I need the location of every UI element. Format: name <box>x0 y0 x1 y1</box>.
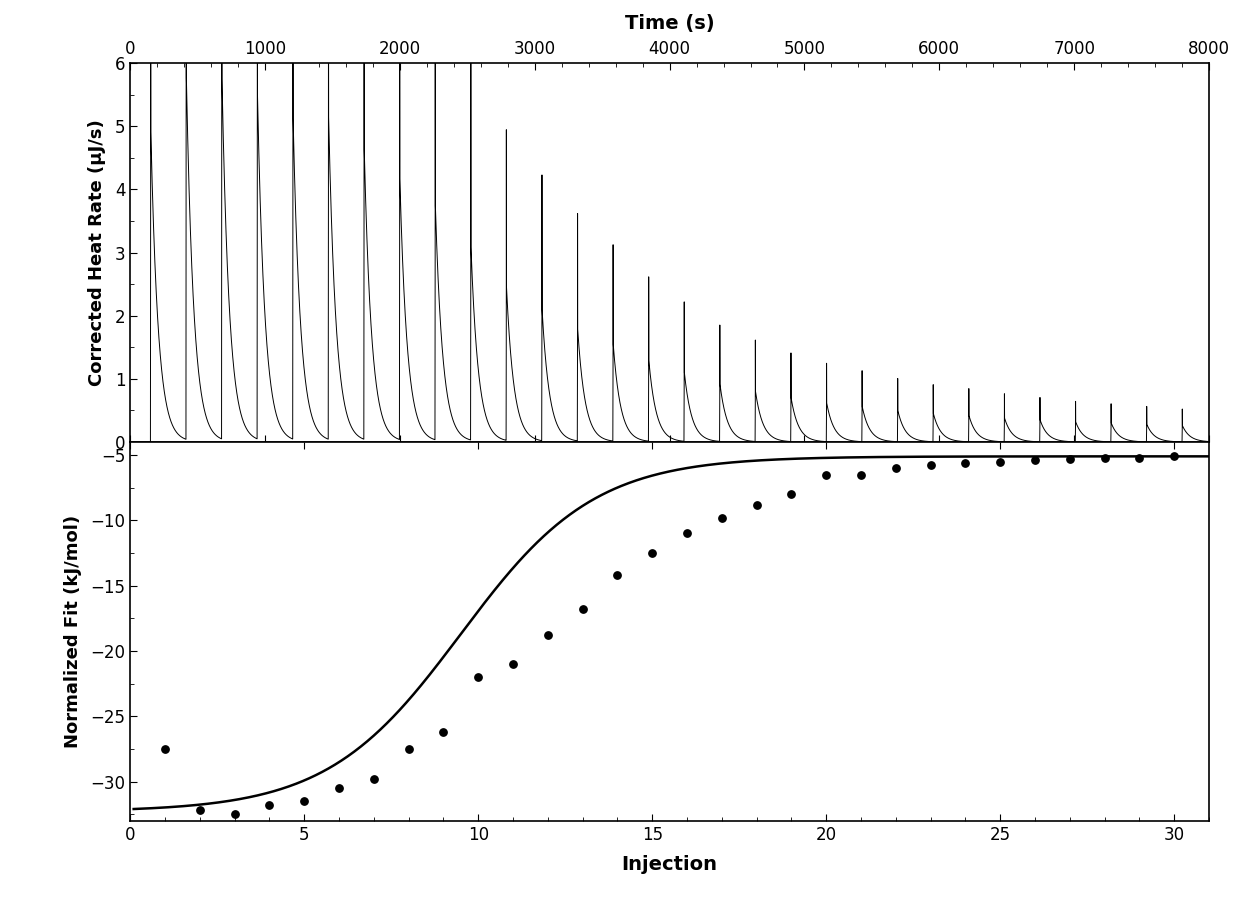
Point <box>363 772 383 787</box>
X-axis label: Injection: Injection <box>621 855 718 874</box>
Point <box>294 794 314 808</box>
Point <box>746 498 766 512</box>
Point <box>224 807 244 822</box>
Point <box>642 546 662 560</box>
Point <box>1130 450 1149 465</box>
Point <box>1060 452 1080 466</box>
Y-axis label: Corrected Heat Rate (μJ/s): Corrected Heat Rate (μJ/s) <box>88 119 107 386</box>
Point <box>1025 453 1045 467</box>
Point <box>991 455 1011 469</box>
Point <box>399 741 419 756</box>
Point <box>1095 450 1115 465</box>
Point <box>781 487 801 502</box>
Point <box>677 526 697 540</box>
Point <box>885 461 905 475</box>
Point <box>155 741 175 756</box>
Point <box>434 725 454 740</box>
Point <box>538 628 558 642</box>
Point <box>190 803 210 817</box>
Point <box>1164 449 1184 464</box>
Point <box>851 467 870 482</box>
Point <box>503 657 523 671</box>
Point <box>469 670 489 685</box>
X-axis label: Time (s): Time (s) <box>625 14 714 33</box>
Point <box>920 458 940 473</box>
Point <box>329 781 348 796</box>
Y-axis label: Normalized Fit (kJ/mol): Normalized Fit (kJ/mol) <box>64 515 82 748</box>
Point <box>573 602 593 616</box>
Point <box>712 511 732 525</box>
Point <box>816 467 836 482</box>
Point <box>956 456 976 470</box>
Point <box>259 798 279 813</box>
Point <box>608 568 627 583</box>
